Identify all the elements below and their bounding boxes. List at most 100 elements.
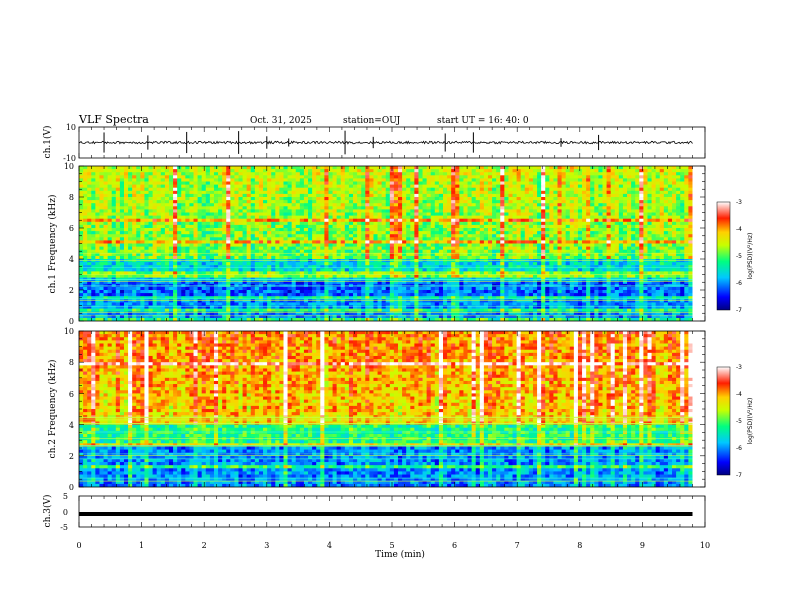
ch1-spec-cell	[218, 237, 223, 241]
ch1-spec-cell	[123, 271, 129, 275]
ch1-spec-cell	[254, 249, 260, 254]
ch1-spec-cell	[209, 190, 215, 195]
ch1-spec-cell	[99, 305, 104, 309]
ch1-spec-cell	[332, 193, 338, 198]
ch1-spec-cell	[328, 268, 333, 272]
ch1-spec-cell	[344, 240, 350, 244]
ch1-spec-cell	[160, 178, 166, 182]
ch1-spec-cell	[422, 193, 428, 198]
ch1-spec-cell	[254, 181, 260, 185]
ch1-spec-cell	[430, 187, 436, 192]
ch1-spec-cell	[258, 274, 264, 278]
ch1-spec-cell	[136, 166, 141, 170]
ch1-spec-cell	[91, 246, 96, 251]
ch1-spec-cell	[193, 308, 199, 313]
ch1-spec-cell	[136, 169, 141, 173]
ch1-spec-cell	[246, 262, 252, 266]
ch1-spec-cell	[357, 314, 362, 319]
ch1-spec-cell	[385, 246, 391, 251]
ch1-spec-cell	[369, 311, 374, 316]
ch1-spec-cell	[475, 305, 481, 309]
ch1-spec-cell	[348, 169, 354, 173]
ch1-spec-cell	[226, 280, 231, 285]
ch1-spec-cell	[344, 317, 350, 321]
ch1-spec-cell	[340, 193, 346, 198]
ch1-spec-cell	[271, 252, 276, 257]
ch1-spec-cell	[471, 172, 477, 176]
ch1-spec-cell	[418, 280, 423, 285]
ch1-spec-cell	[316, 308, 321, 313]
ch1-spec-cell	[483, 203, 489, 207]
ch1-spec-cell	[414, 274, 419, 278]
ch1-spec-cell	[263, 181, 268, 185]
ch1-spec-cell	[222, 172, 227, 176]
ch1-spec-cell	[119, 197, 125, 201]
ch1-spec-cell	[312, 314, 317, 319]
ch1-spec-cell	[295, 172, 301, 176]
ch1-spec-cell	[312, 280, 317, 285]
ch1-spec-cell	[434, 197, 440, 201]
ch1-spec-cell	[258, 240, 264, 244]
ch1-spec-cell	[348, 178, 354, 182]
ch1-spec-cell	[283, 203, 288, 207]
ch1-spec-cell	[132, 311, 137, 316]
ch1-spec-cell	[205, 224, 211, 229]
ch1-spec-cell	[136, 271, 141, 275]
ch1-spec-cell	[79, 308, 84, 313]
ch1-spec-cell	[205, 234, 211, 238]
ch1-spec-cell	[459, 224, 464, 229]
ch1-spec-cell	[99, 311, 104, 316]
ch1-spec-cell	[410, 246, 415, 251]
ch1-spec-cell	[238, 243, 243, 247]
ch1-spec-cell	[299, 175, 305, 179]
ch1-spec-cell	[177, 206, 182, 210]
ch1-spec-cell	[320, 262, 325, 266]
ch1-spec-cell	[230, 286, 235, 291]
ch1-spec-cell	[348, 311, 354, 316]
ch1-spec-cell	[312, 184, 317, 189]
ch1-spec-cell	[287, 203, 293, 207]
ch1-spec-cell	[389, 231, 395, 235]
ch1-spec-cell	[230, 255, 235, 260]
ch1-spec-cell	[144, 271, 149, 275]
ch1-spec-cell	[238, 190, 243, 195]
ch1-spec-cell	[189, 212, 194, 216]
ch1-spec-cell	[340, 228, 346, 232]
ch1-spec-cell	[156, 305, 162, 309]
ch1-spec-cell	[377, 212, 383, 216]
ch1-spec-cell	[426, 293, 432, 297]
ch1-spec-cell	[410, 228, 415, 232]
ch1-spec-cell	[222, 184, 227, 189]
ch1-spec-cell	[136, 286, 141, 291]
ch1-spec-cell	[295, 218, 301, 223]
ch1-spec-cell	[115, 172, 121, 176]
ch1-spec-cell	[185, 249, 190, 254]
ch1-spec-cell	[308, 184, 313, 189]
ch1-spec-cell	[344, 268, 350, 272]
ch1-spec-cell	[263, 246, 268, 251]
ch1-spec-cell	[389, 209, 395, 213]
ch1-spec-cell	[455, 240, 460, 244]
ch1-spec-cell	[181, 308, 186, 313]
ch1-spec-cell	[393, 224, 399, 229]
ch1-spec-cell	[238, 203, 243, 207]
ch1-spec-cell	[242, 209, 248, 213]
ch1-spec-cell	[393, 305, 399, 309]
ch1-spec-cell	[99, 169, 104, 173]
ch1-spec-cell	[385, 206, 391, 210]
ch1-spec-cell	[222, 200, 227, 204]
ch1-spec-cell	[111, 184, 117, 189]
ch1-spec-cell	[414, 237, 419, 241]
ch1-spec-cell	[467, 203, 473, 207]
ch1-spec-cell	[398, 200, 403, 204]
ch1-spec-cell	[226, 314, 231, 319]
ch1-spec-cell	[197, 228, 203, 232]
ch1-spec-cell	[91, 175, 96, 179]
ch1-spec-cell	[238, 169, 243, 173]
ch1-spec-cell	[406, 169, 411, 173]
ch1-spec-cell	[271, 234, 276, 238]
ch1-spec-cell	[332, 166, 338, 170]
ch1-spec-cell	[246, 249, 252, 254]
ch1-spec-cell	[426, 255, 432, 260]
ch1-spec-cell	[156, 252, 162, 257]
